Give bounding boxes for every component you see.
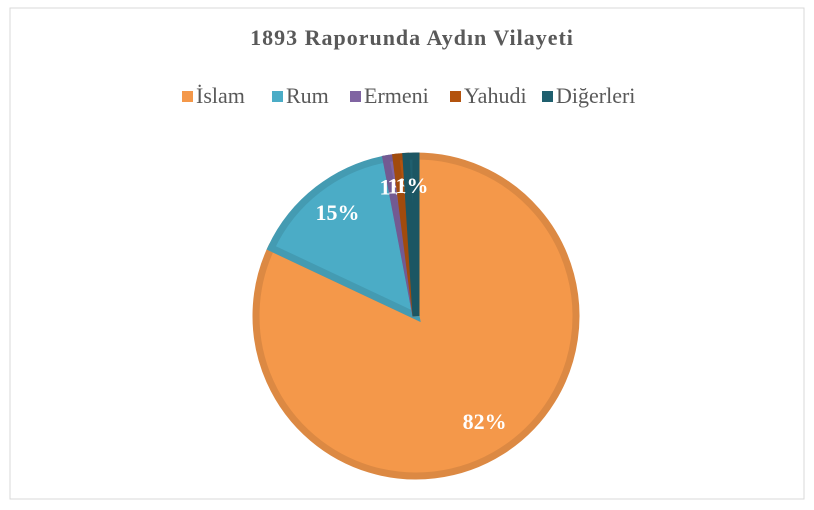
chart-title: 1893 Raporunda Aydın Vilayeti: [250, 25, 574, 50]
pie-slice: [402, 152, 420, 317]
legend-label: İslam: [196, 83, 245, 108]
legend-label: Yahudi: [464, 83, 527, 108]
legend-swatch: [350, 91, 361, 102]
legend-swatch: [450, 91, 461, 102]
data-label: 82%: [463, 409, 507, 434]
legend-label: Rum: [286, 83, 329, 108]
data-label: 1%: [395, 173, 428, 198]
legend-label: Ermeni: [364, 83, 429, 108]
legend-swatch: [182, 91, 193, 102]
pie-slice: [266, 154, 421, 323]
legend-swatch: [542, 91, 553, 102]
data-label: 15%: [316, 200, 360, 225]
legend-swatch: [272, 91, 283, 102]
legend-label: Diğerleri: [556, 83, 635, 108]
